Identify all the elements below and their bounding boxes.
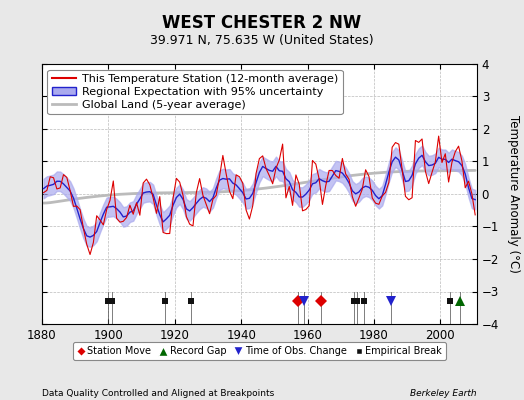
Legend: This Temperature Station (12-month average), Regional Expectation with 95% uncer: This Temperature Station (12-month avera… [48,70,343,114]
Y-axis label: Temperature Anomaly (°C): Temperature Anomaly (°C) [507,115,520,273]
Text: WEST CHESTER 2 NW: WEST CHESTER 2 NW [162,14,362,32]
Text: Data Quality Controlled and Aligned at Breakpoints: Data Quality Controlled and Aligned at B… [42,389,274,398]
Text: 39.971 N, 75.635 W (United States): 39.971 N, 75.635 W (United States) [150,34,374,47]
Text: Berkeley Earth: Berkeley Earth [410,389,477,398]
Legend: Station Move, Record Gap, Time of Obs. Change, Empirical Break: Station Move, Record Gap, Time of Obs. C… [73,342,446,360]
